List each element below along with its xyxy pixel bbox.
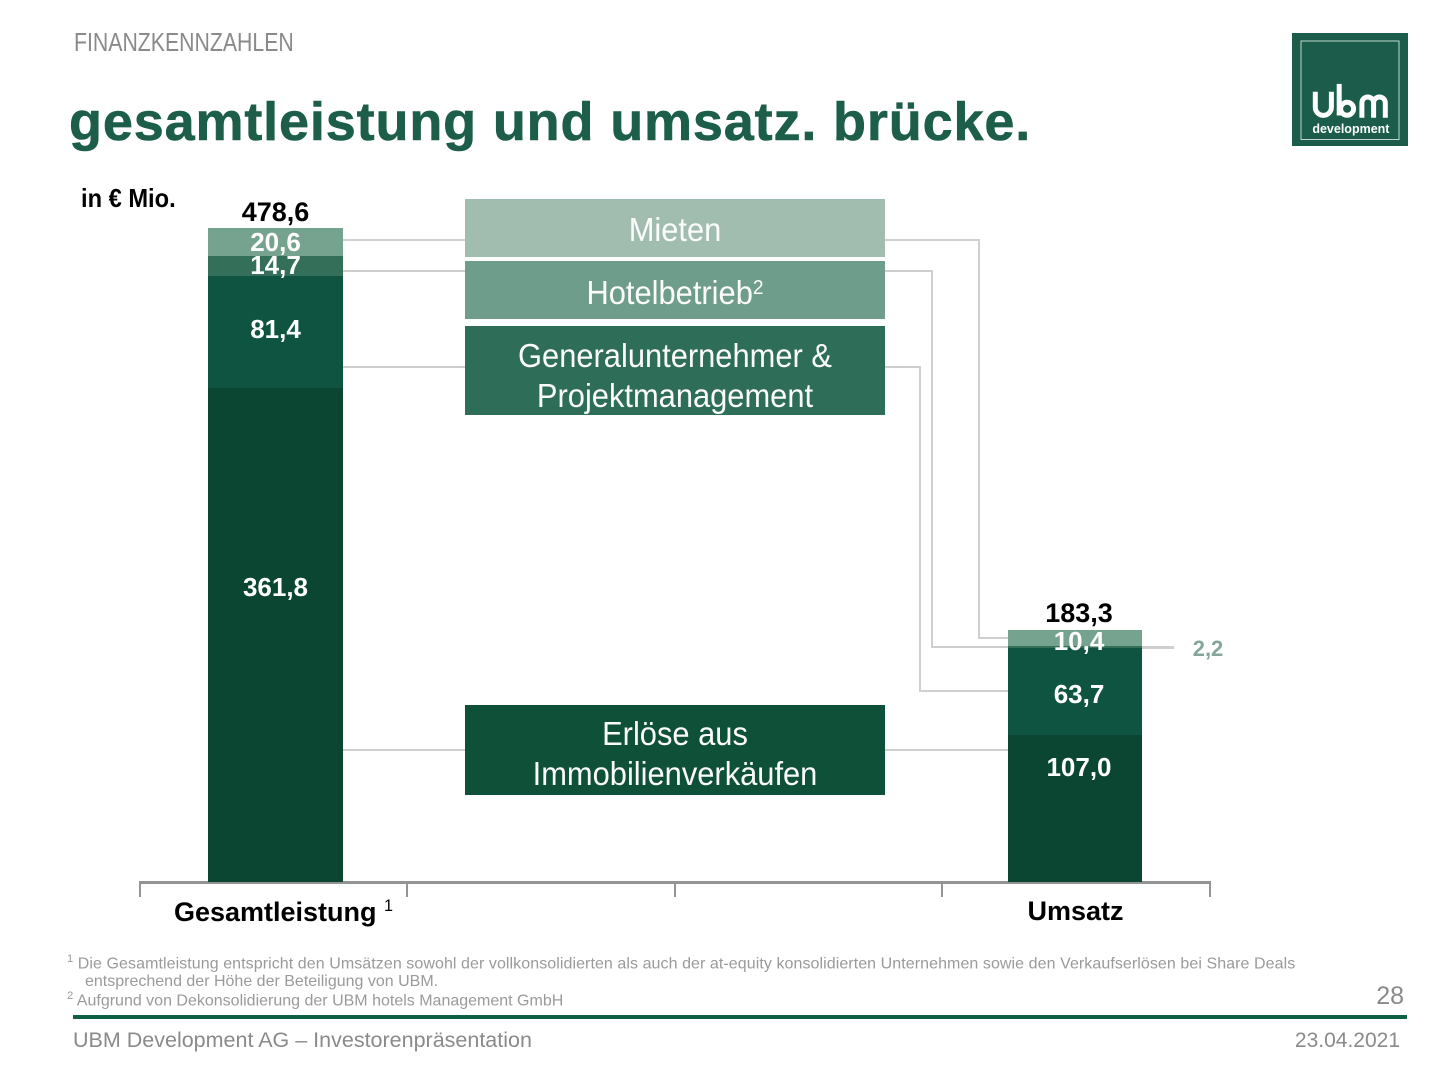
svg-text:development: development: [1312, 122, 1390, 136]
